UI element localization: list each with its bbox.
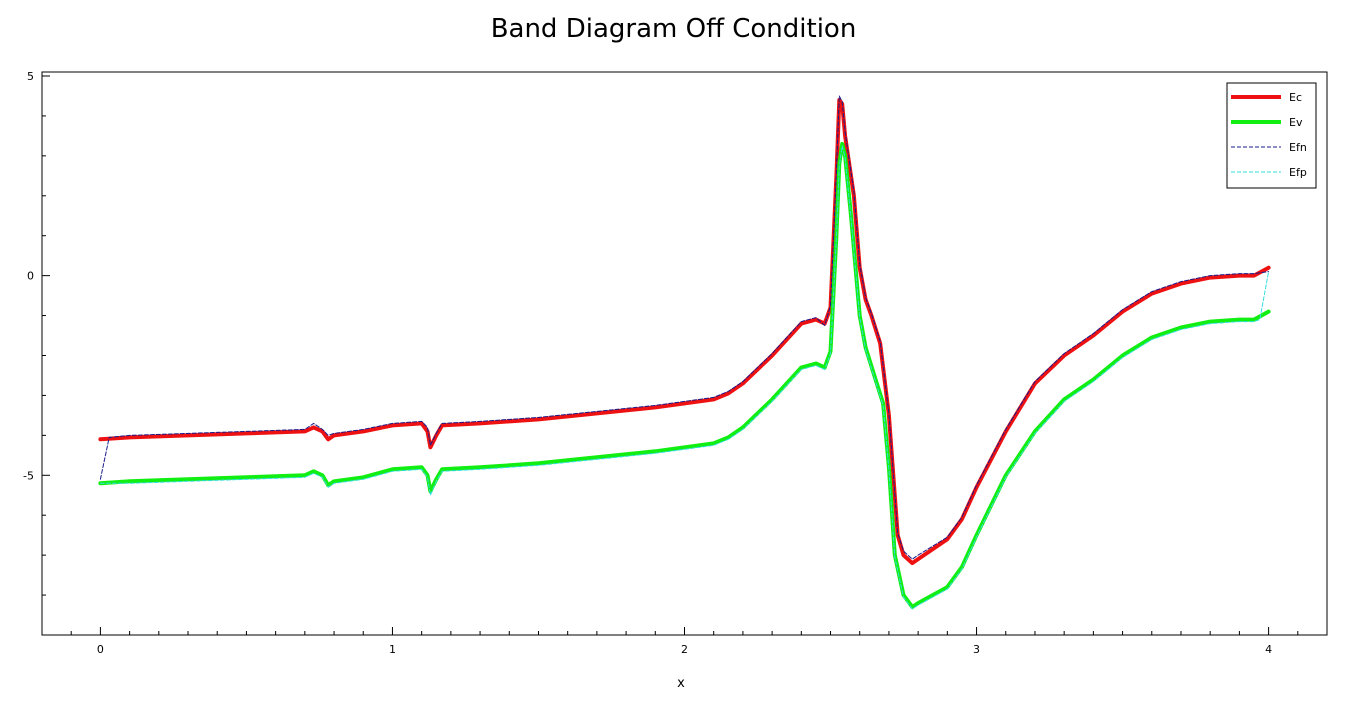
legend: Ec Ev Efn Efp: [1226, 82, 1317, 189]
axis-ticks: 0 1 2 3 4 5 0 -5: [23, 70, 1299, 656]
legend-label-ev: Ev: [1289, 116, 1303, 129]
y-tick-label: 0: [27, 270, 34, 283]
series-line-ev: [98, 141, 1271, 609]
x-tick-label: 2: [681, 643, 688, 656]
legend-label-ec: Ec: [1289, 91, 1302, 104]
chart-title: Band Diagram Off Condition: [490, 14, 857, 44]
series-line-ec: [98, 98, 1271, 566]
legend-label-efp: Efp: [1289, 166, 1307, 179]
y-tick-label: 5: [27, 70, 34, 83]
series-line-efp: [99, 145, 1270, 610]
x-tick-label: 3: [973, 643, 980, 656]
x-axis-label: x: [677, 676, 685, 691]
legend-label-efn: Efn: [1289, 141, 1307, 154]
plot-frame: [41, 71, 1328, 636]
series-lines: [98, 95, 1271, 610]
series-line-efn: [99, 95, 1270, 560]
x-tick-label: 0: [97, 643, 104, 656]
x-tick-label: 1: [389, 643, 396, 656]
x-tick-label: 4: [1265, 643, 1272, 656]
legend-box: [1226, 82, 1317, 189]
y-tick-label: -5: [23, 469, 34, 482]
